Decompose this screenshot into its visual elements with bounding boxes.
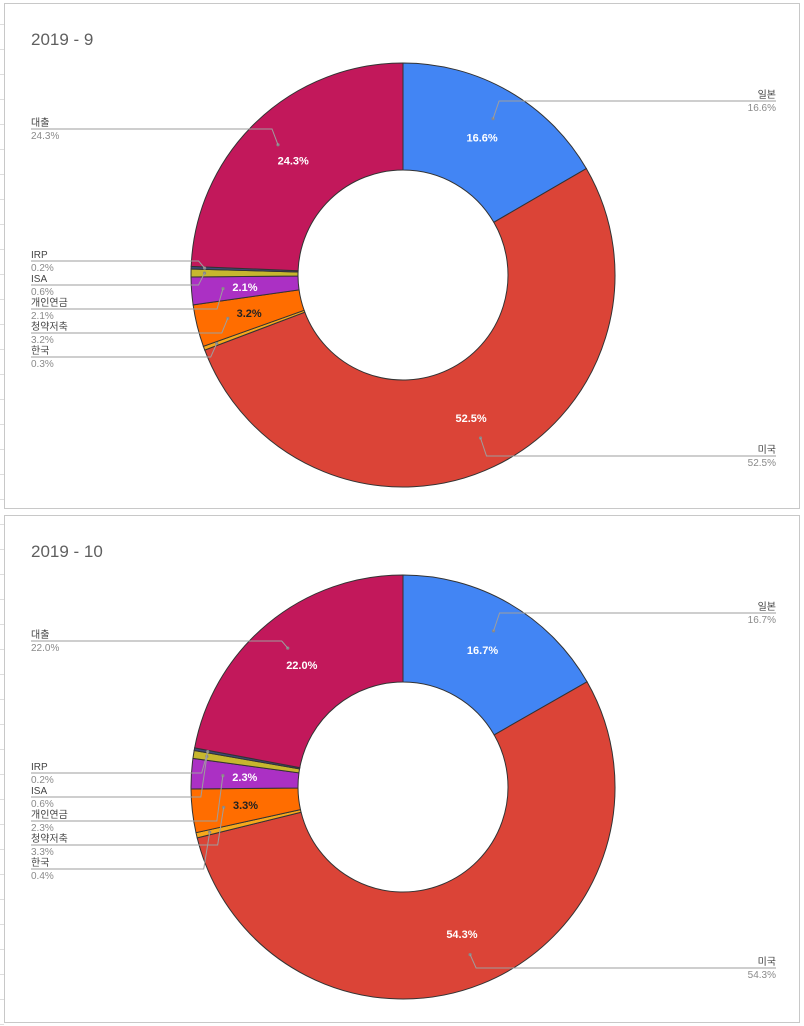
chart-panel-2019-10: 2019 - 10 16.7% 54.3% 3.3% 2.3% 22.0% 일본 16.7%… — [4, 515, 800, 1023]
svg-text:미국: 미국 — [758, 956, 776, 968]
svg-text:한국: 한국 — [31, 857, 49, 869]
chart-title: 2019 - 10 — [31, 542, 103, 561]
chart-panel-2019-9: 2019 - 9 16.6% 52.5% 3.2% 2.1% 24.3% 일본 16.6% 미… — [4, 3, 800, 509]
slice-value-label: 3.2% — [237, 308, 262, 320]
svg-text:0.3%: 0.3% — [31, 359, 54, 370]
left-scroll-guide — [0, 0, 4, 1026]
legend-label-청약저축: 청약저축 3.3% — [31, 805, 226, 858]
svg-text:3.2%: 3.2% — [31, 335, 54, 346]
svg-text:16.7%: 16.7% — [748, 615, 776, 626]
slice-value-label: 2.3% — [232, 772, 257, 784]
slice-미국[interactable] — [204, 167, 616, 488]
svg-text:IRP: IRP — [31, 762, 48, 773]
slice-일본[interactable] — [402, 62, 588, 223]
legend-label-청약저축: 청약저축 3.2% — [31, 316, 230, 346]
slice-value-label: 22.0% — [286, 660, 317, 672]
svg-text:IRP: IRP — [31, 250, 48, 261]
svg-text:개인연금: 개인연금 — [31, 809, 68, 821]
svg-text:2.3%: 2.3% — [31, 823, 54, 834]
slice-value-label: 16.6% — [467, 133, 498, 145]
legend-label-미국: 미국 52.5% — [478, 436, 776, 469]
slice-대출[interactable] — [190, 62, 404, 272]
svg-text:일본: 일본 — [758, 601, 776, 613]
legend-label-ISA: ISA 0.6% — [31, 271, 207, 298]
svg-text:0.2%: 0.2% — [31, 263, 54, 274]
slice-대출[interactable] — [194, 574, 404, 769]
slice-value-label: 24.3% — [278, 156, 309, 168]
legend-label-미국: 미국 54.3% — [468, 952, 776, 981]
donut-chart: 16.7% 54.3% 3.3% 2.3% 22.0% 일본 16.7% 미국 54.3% 한국 0… — [31, 574, 776, 1000]
svg-text:0.2%: 0.2% — [31, 775, 54, 786]
svg-text:0.4%: 0.4% — [31, 871, 54, 882]
svg-text:일본: 일본 — [758, 89, 776, 101]
svg-text:대출: 대출 — [31, 629, 49, 641]
legend-label-대출: 대출 24.3% — [31, 117, 280, 147]
svg-text:0.6%: 0.6% — [31, 287, 54, 298]
chart-title: 2019 - 9 — [31, 30, 94, 49]
svg-text:ISA: ISA — [31, 786, 47, 797]
svg-text:청약저축: 청약저축 — [31, 321, 68, 333]
legend-label-IRP: IRP 0.2% — [31, 250, 207, 274]
legend-label-대출: 대출 22.0% — [31, 629, 290, 654]
legend-label-ISA: ISA 0.6% — [31, 754, 209, 810]
slice-value-label: 52.5% — [455, 413, 486, 425]
legend-label-개인연금: 개인연금 2.1% — [31, 287, 225, 322]
svg-text:52.5%: 52.5% — [748, 458, 776, 469]
slice-일본[interactable] — [402, 574, 588, 736]
svg-text:대출: 대출 — [31, 117, 49, 129]
svg-text:미국: 미국 — [758, 444, 776, 456]
svg-text:54.3%: 54.3% — [748, 970, 776, 981]
svg-text:24.3%: 24.3% — [31, 131, 59, 142]
slice-미국[interactable] — [196, 681, 616, 1000]
legend-label-개인연금: 개인연금 2.3% — [31, 774, 225, 834]
svg-text:3.3%: 3.3% — [31, 847, 54, 858]
slice-value-label: 54.3% — [446, 929, 477, 941]
svg-text:한국: 한국 — [31, 345, 49, 357]
svg-text:ISA: ISA — [31, 274, 47, 285]
svg-text:0.6%: 0.6% — [31, 799, 54, 810]
svg-text:16.6%: 16.6% — [748, 103, 776, 114]
legend-label-일본: 일본 16.7% — [491, 601, 776, 633]
svg-text:개인연금: 개인연금 — [31, 297, 68, 309]
svg-text:청약저축: 청약저축 — [31, 833, 68, 845]
legend-label-일본: 일본 16.6% — [491, 89, 776, 121]
donut-chart: 16.6% 52.5% 3.2% 2.1% 24.3% 일본 16.6% 미국 52.5% 한국 0… — [31, 62, 776, 488]
legend-label-IRP: IRP 0.2% — [31, 749, 210, 786]
slice-value-label: 3.3% — [233, 800, 258, 812]
svg-text:2.1%: 2.1% — [31, 311, 54, 322]
legend-label-한국: 한국 0.3% — [31, 341, 219, 370]
slice-value-label: 16.7% — [467, 645, 498, 657]
legend-label-한국: 한국 0.4% — [31, 830, 212, 882]
svg-text:22.0%: 22.0% — [31, 643, 59, 654]
slice-value-label: 2.1% — [232, 282, 257, 294]
